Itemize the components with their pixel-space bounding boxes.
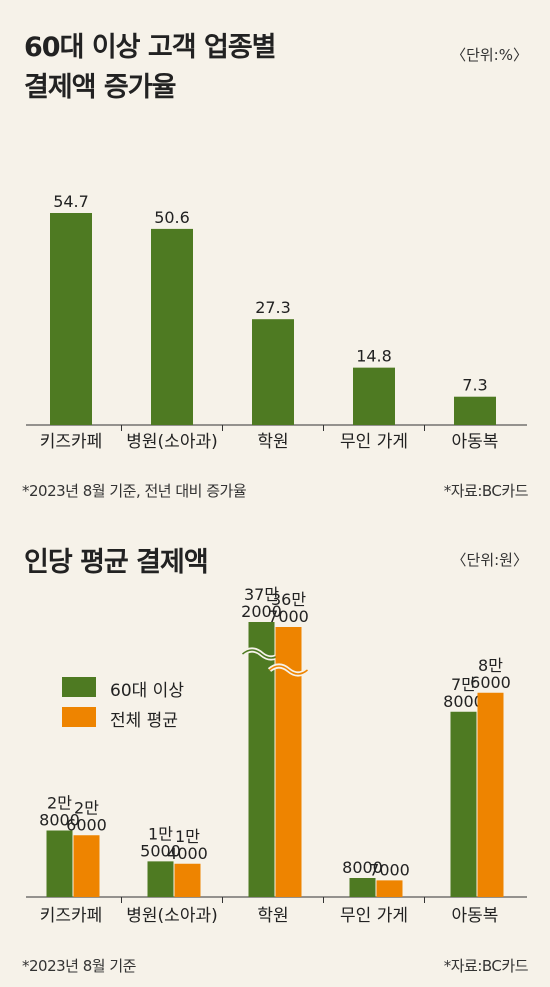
legend-label-60s: 60대 이상 — [110, 681, 184, 701]
chart2-axis-break-line — [269, 665, 308, 675]
chart2-value-label: 36만 — [271, 590, 306, 609]
chart1-bar — [252, 319, 294, 425]
chart2-bar — [349, 878, 376, 897]
chart2-value-label: 8000 — [443, 692, 484, 711]
chart1-unit: 〈단위:%〉 — [451, 46, 528, 64]
chart2-unit: 〈단위:원〉 — [451, 551, 528, 569]
chart2-value-label: 37만 — [244, 585, 279, 604]
chart1-category-label: 아동복 — [452, 432, 499, 452]
chart1-value-label: 27.3 — [255, 298, 291, 317]
legend-swatch-60s — [62, 677, 96, 697]
chart2-bar — [477, 692, 504, 897]
chart2-value-label: 2000 — [241, 602, 282, 621]
chart1-bar — [151, 228, 193, 425]
chart2-value-label: 8000 — [39, 811, 80, 830]
chart1-bar — [50, 213, 92, 425]
chart1-bar — [353, 367, 395, 425]
chart1-source: *자료:BC카드 — [443, 482, 529, 500]
chart1-title: 60대 이상 고객 업종별 결제액 증가율 — [24, 28, 404, 108]
chart1-category-label: 병원(소아과) — [126, 432, 217, 452]
chart2-bar — [46, 830, 73, 897]
chart2-value-label: 7만 — [451, 675, 476, 694]
chart2-value-label: 5000 — [140, 841, 181, 860]
chart2-bar — [174, 863, 201, 897]
chart2-value-label: 2만 — [47, 794, 72, 813]
chart1-value-label: 7.3 — [462, 376, 487, 395]
chart2-title: 인당 평균 결제액 — [24, 547, 209, 578]
chart2-bar — [248, 622, 275, 897]
chart2-value-label: 8000 — [342, 858, 383, 877]
chart2-value-label: 6000 — [470, 673, 511, 692]
chart2-category-label: 병원(소아과) — [126, 906, 217, 926]
legend-label-overall: 전체 평균 — [110, 711, 178, 731]
chart2-value-label: 7000 — [268, 607, 309, 626]
chart2-source: *자료:BC카드 — [443, 957, 529, 975]
legend-swatch-overall — [62, 707, 96, 727]
chart2-bar — [376, 880, 403, 897]
chart1-value-label: 14.8 — [356, 347, 392, 366]
chart2-value-label: 2만 — [74, 798, 99, 817]
chart2-bar — [73, 835, 100, 897]
chart2-bar — [147, 861, 174, 897]
chart1-bar — [454, 396, 496, 425]
chart2-category-label: 학원 — [257, 906, 288, 926]
chart1-title-line2: 결제액 증가율 — [24, 72, 176, 103]
chart1-value-label: 54.7 — [53, 192, 89, 211]
chart2-category-label: 아동복 — [452, 906, 499, 926]
chart1-value-label: 50.6 — [154, 208, 190, 227]
chart2-category-label: 무인 가게 — [340, 906, 408, 926]
chart2-value-label: 1만 — [175, 827, 200, 846]
chart2-value-label: 7000 — [369, 860, 410, 879]
chart2-value-label: 1만 — [148, 824, 173, 843]
chart2-bar — [450, 711, 477, 897]
chart2-note: *2023년 8월 기준 — [22, 957, 136, 975]
chart1-category-label: 키즈카페 — [40, 432, 103, 452]
chart1-category-label: 학원 — [257, 432, 288, 452]
chart1-plot: 54.7 키즈카페 50.6 병원(소아과) 27.3 학원 14.8 무인 가게 7.3 아동복 — [26, 192, 527, 452]
chart2-value-label: 4000 — [167, 844, 208, 863]
chart1-category-label: 무인 가게 — [340, 432, 408, 452]
chart2-axis-break-line — [242, 649, 281, 659]
chart1-note: *2023년 8월 기준, 전년 대비 증가율 — [22, 482, 247, 500]
chart2-value-label: 8만 — [478, 656, 503, 675]
chart1-title-line1: 60대 이상 고객 업종별 — [24, 32, 277, 63]
chart2-category-label: 키즈카페 — [40, 906, 103, 926]
chart2-value-label: 6000 — [66, 815, 107, 834]
